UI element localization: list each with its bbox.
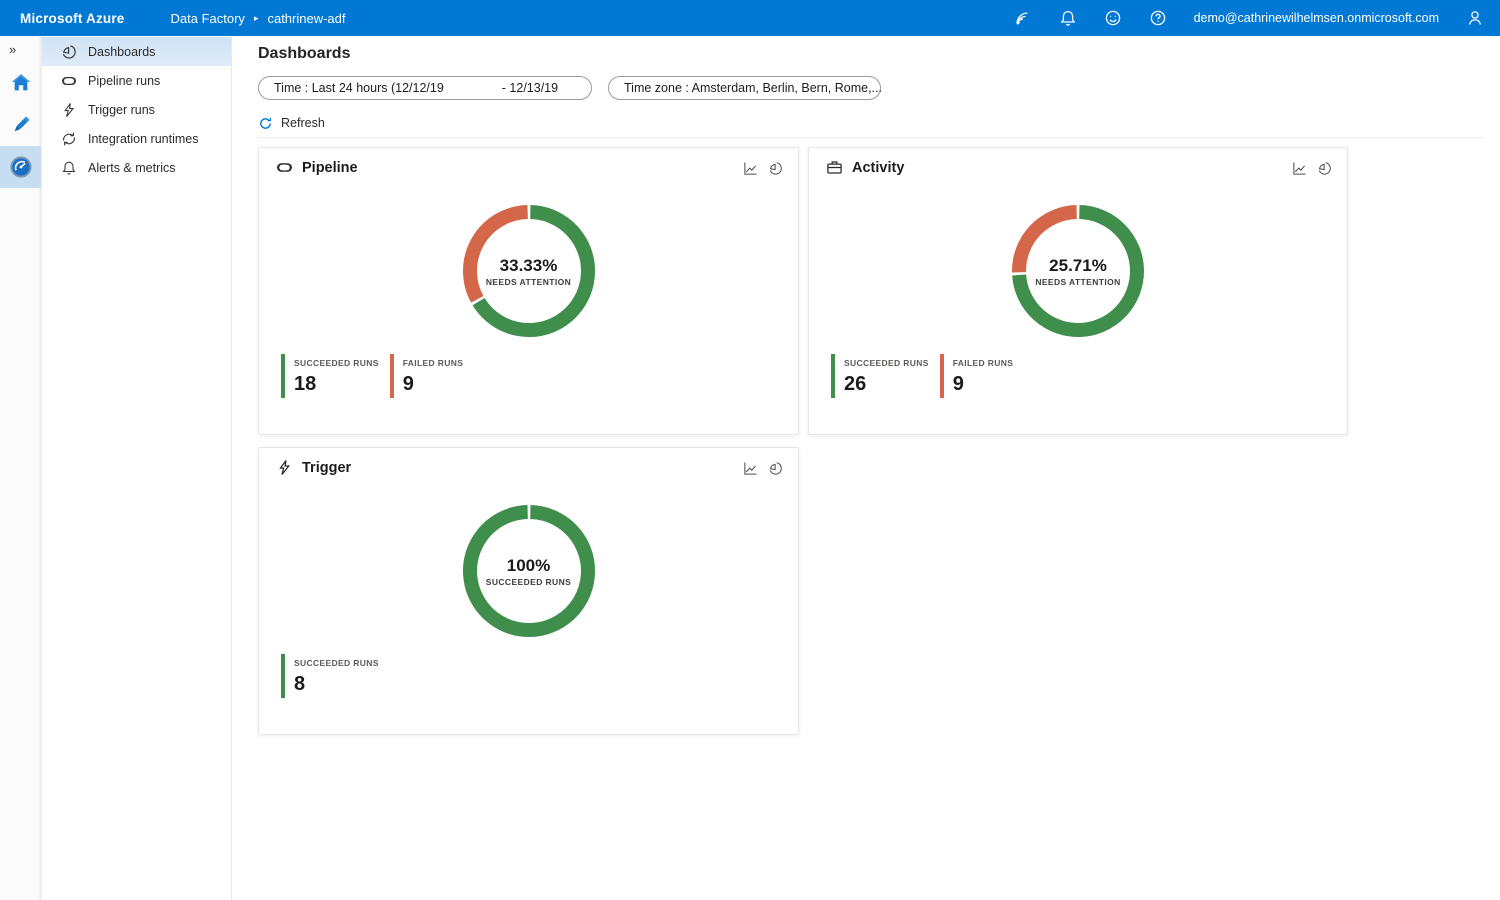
- lightning-icon: [279, 460, 291, 475]
- menu-item-pipeline-runs[interactable]: Pipeline runs: [42, 66, 231, 95]
- breadcrumb-factory-name[interactable]: cathrinew-adf: [267, 10, 346, 26]
- menu-item-integration-runtimes[interactable]: Integration runtimes: [42, 124, 231, 153]
- succeeded-runs-stat: SUCCEEDED RUNS 26: [831, 354, 929, 398]
- integration-runtime-icon: [62, 132, 76, 145]
- stat-color-bar: [389, 354, 394, 398]
- azure-logo[interactable]: Microsoft Azure: [20, 10, 125, 26]
- failed-runs-stat: FAILED RUNS 9: [389, 354, 485, 398]
- stat-color-bar: [281, 354, 285, 398]
- timezone-filter-label: Time zone : Amsterdam, Berlin, Bern, Rom…: [624, 81, 882, 95]
- home-icon: [11, 74, 30, 91]
- activity-donut-chart: 25.71% NEEDS ATTENTION: [1002, 195, 1154, 347]
- menu-item-alerts-metrics[interactable]: Alerts & metrics: [42, 153, 231, 182]
- breadcrumb-data-factory[interactable]: Data Factory: [170, 10, 245, 26]
- menu-item-label: Pipeline runs: [88, 73, 161, 88]
- signal-notifications-icon[interactable]: [1014, 9, 1032, 27]
- filter-bar: Time : Last 24 hours (12/12/19 - 12/13/1…: [258, 76, 1484, 100]
- icon-rail: »: [0, 36, 42, 900]
- account-avatar-icon[interactable]: [1466, 9, 1484, 27]
- page-title: Dashboards: [258, 45, 351, 62]
- refresh-icon: [260, 117, 271, 129]
- trigger-card: Trigger 100% SUCCEEDED RUNS: [258, 447, 799, 735]
- pie-chart-toggle-icon[interactable]: [768, 161, 783, 176]
- pipeline-donut-chart: 33.33% NEEDS ATTENTION: [453, 195, 605, 347]
- time-filter-end: - 12/13/19: [501, 81, 559, 95]
- breadcrumb-separator-icon: ▸: [253, 12, 259, 23]
- rail-item-monitor[interactable]: [0, 146, 41, 188]
- account-email[interactable]: demo@cathrinewilhelmsen.onmicrosoft.com: [1193, 11, 1439, 25]
- refresh-button[interactable]: Refresh: [258, 109, 1484, 138]
- stat-color-bar: [281, 654, 285, 698]
- top-bar: Microsoft Azure Data Factory ▸ cathrinew…: [0, 0, 1500, 36]
- timezone-filter-pill[interactable]: Time zone : Amsterdam, Berlin, Bern, Rom…: [608, 76, 882, 100]
- pencil-icon: [14, 116, 29, 132]
- pipeline-icon: [277, 163, 292, 172]
- time-filter-pill[interactable]: Time : Last 24 hours (12/12/19 - 12/13/1…: [258, 76, 592, 100]
- rail-item-author[interactable]: [0, 104, 41, 146]
- succeeded-runs-stat: SUCCEEDED RUNS 8: [281, 654, 379, 698]
- gauge-monitor-icon: [9, 156, 32, 178]
- alert-bell-icon: [62, 161, 76, 175]
- dashboards-pie-icon: [62, 44, 76, 59]
- dashboard-cards: Pipeline 33.33% NEEDS ATTENTION: [258, 147, 1484, 735]
- pie-chart-toggle-icon[interactable]: [768, 461, 783, 476]
- bell-icon[interactable]: [1059, 9, 1077, 27]
- menu-item-label: Alerts & metrics: [88, 160, 176, 175]
- pie-chart-toggle-icon[interactable]: [1317, 161, 1332, 176]
- failed-runs-stat: FAILED RUNS 9: [939, 354, 1035, 398]
- line-chart-toggle-icon[interactable]: [1292, 161, 1307, 176]
- pipeline-card: Pipeline 33.33% NEEDS ATTENTION: [258, 147, 799, 435]
- menu-item-dashboards[interactable]: Dashboards: [42, 37, 231, 66]
- card-title: Pipeline: [302, 159, 358, 176]
- menu-item-label: Trigger runs: [88, 102, 155, 117]
- activity-card: Activity 25.71% NEEDS ATTENTION: [808, 147, 1348, 435]
- succeeded-runs-stat: SUCCEEDED RUNS 18: [281, 354, 379, 398]
- expand-sidebar-icon[interactable]: »: [9, 41, 17, 57]
- trigger-donut-chart: 100% SUCCEEDED RUNS: [453, 495, 605, 647]
- line-chart-toggle-icon[interactable]: [743, 461, 758, 476]
- time-filter-label: Time : Last 24 hours (12/12/19: [274, 81, 444, 95]
- line-chart-toggle-icon[interactable]: [743, 161, 758, 176]
- stat-color-bar: [939, 354, 944, 398]
- stat-color-bar: [831, 354, 835, 398]
- pipeline-icon: [62, 76, 77, 85]
- menu-item-trigger-runs[interactable]: Trigger runs: [42, 95, 231, 124]
- help-icon[interactable]: [1149, 9, 1167, 27]
- card-title: Trigger: [302, 459, 352, 476]
- main-content: Dashboards Time : Last 24 hours (12/12/1…: [232, 36, 1500, 900]
- card-title: Activity: [852, 159, 905, 176]
- menu-item-label: Integration runtimes: [88, 131, 199, 146]
- menu-item-label: Dashboards: [88, 44, 156, 59]
- rail-item-home[interactable]: [0, 62, 41, 104]
- lightning-icon: [64, 102, 75, 117]
- monitor-menu: Dashboards Pipeline runs Trigger runs In…: [42, 36, 232, 900]
- breadcrumb: Data Factory ▸ cathrinew-adf: [171, 11, 346, 26]
- activity-briefcase-icon: [827, 161, 842, 174]
- smiley-feedback-icon[interactable]: [1104, 9, 1122, 27]
